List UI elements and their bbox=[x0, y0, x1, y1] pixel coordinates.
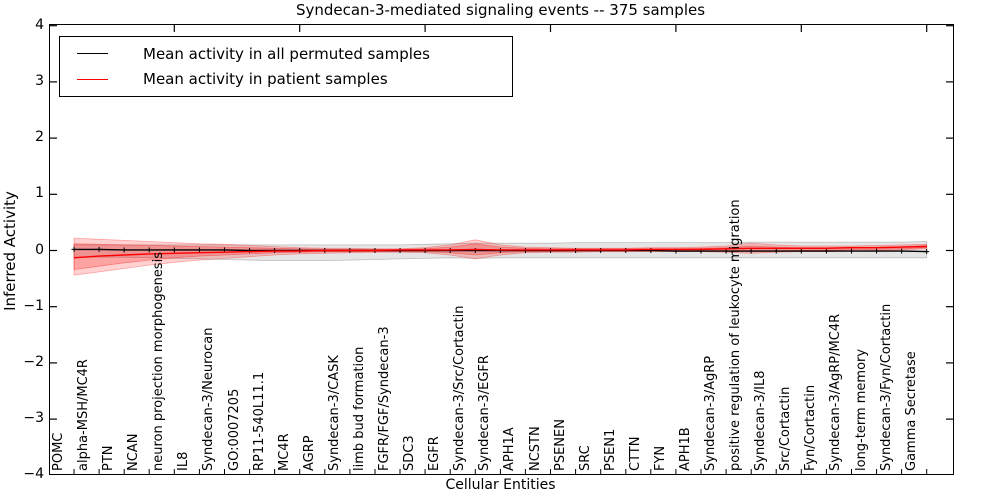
x-tick-label: Syndecan-3/Neurocan bbox=[201, 327, 217, 471]
x-tick-label: CTTN bbox=[627, 436, 643, 471]
x-tick-label: PTN bbox=[101, 445, 117, 471]
y-tick-label: −3 bbox=[23, 410, 44, 427]
x-tick-label: PSEN1 bbox=[602, 428, 618, 471]
x-tick-label: SDC3 bbox=[402, 435, 418, 471]
series-line bbox=[73, 245, 927, 259]
legend-item: Mean activity in all permuted samples bbox=[60, 45, 512, 63]
x-tick-label: Syndecan-3/AgRP/MC4R bbox=[828, 313, 844, 471]
plot-canvas bbox=[50, 25, 953, 474]
x-tick-label: Syndecan-3/CASK bbox=[326, 355, 342, 471]
legend-label: Mean activity in patient samples bbox=[143, 70, 388, 89]
x-tick-label: MC4R bbox=[276, 433, 292, 471]
x-tick-label: Syndecan-3/IL8 bbox=[753, 370, 769, 471]
legend-line-swatch bbox=[77, 78, 108, 80]
legend-line-swatch bbox=[77, 53, 108, 55]
legend-label: Mean activity in all permuted samples bbox=[143, 44, 430, 63]
x-tick-label: NCSTN bbox=[527, 426, 543, 471]
x-tick-label: Syndecan-3/AgRP bbox=[703, 355, 719, 471]
x-tick-label: Syndecan-3/EGFR bbox=[477, 355, 493, 471]
x-tick-label: APH1A bbox=[502, 427, 518, 471]
x-tick-label: long-term memory bbox=[853, 348, 869, 471]
x-tick-label: Fyn/Cortactin bbox=[803, 384, 819, 471]
x-tick-label: IL8 bbox=[176, 451, 192, 471]
x-tick-label: NCAN bbox=[126, 433, 142, 471]
x-tick-label: SRC bbox=[577, 445, 593, 471]
x-tick-label: Syndecan-3/Src/Cortactin bbox=[452, 305, 468, 471]
x-tick-label: GO:0007205 bbox=[226, 388, 242, 471]
y-tick-label: 0 bbox=[35, 241, 44, 258]
chart-title: Syndecan-3-mediated signaling events -- … bbox=[295, 1, 706, 19]
x-tick-label: neuron projection morphogenesis bbox=[151, 252, 167, 471]
legend-item: Mean activity in patient samples bbox=[60, 70, 512, 88]
band-patient-samples-range-outer bbox=[73, 237, 928, 276]
y-axis-title: Inferred Activity bbox=[1, 191, 19, 311]
x-tick-label: RP11-540L11.1 bbox=[251, 371, 267, 471]
y-tick-label: −4 bbox=[23, 466, 44, 483]
y-tick-label: −1 bbox=[23, 297, 44, 314]
x-tick-label: FYN bbox=[652, 445, 668, 471]
x-tick-label: POMC bbox=[51, 432, 66, 471]
x-tick-label: Gamma Secretase bbox=[903, 351, 919, 471]
x-tick-label: APH1B bbox=[678, 427, 693, 471]
legend: Mean activity in all permuted samples Mea… bbox=[59, 36, 513, 97]
plot-area bbox=[49, 24, 954, 475]
y-tick-label: −2 bbox=[23, 353, 44, 370]
y-tick-label: 1 bbox=[35, 185, 44, 202]
x-tick-label: AGRP bbox=[301, 435, 317, 471]
x-tick-label: EGFR bbox=[427, 436, 443, 471]
x-tick-label: Src/Cortactin bbox=[778, 386, 794, 471]
x-tick-label: FGFR/FGF/Syndecan-3 bbox=[377, 326, 393, 471]
y-tick-label: 3 bbox=[35, 72, 44, 89]
x-tick-label: positive regulation of leukocyte migrati… bbox=[728, 199, 744, 471]
x-tick-label: limb bud formation bbox=[351, 346, 367, 471]
x-axis-title: Cellular Entities bbox=[445, 477, 556, 493]
y-tick-label: 2 bbox=[35, 129, 44, 146]
y-tick-label: 4 bbox=[35, 16, 44, 33]
x-tick-label: alpha-MSH/MC4R bbox=[76, 359, 92, 471]
x-tick-label: PSENEN bbox=[552, 419, 568, 471]
x-tick-label: Syndecan-3/Fyn/Cortactin bbox=[878, 303, 894, 471]
